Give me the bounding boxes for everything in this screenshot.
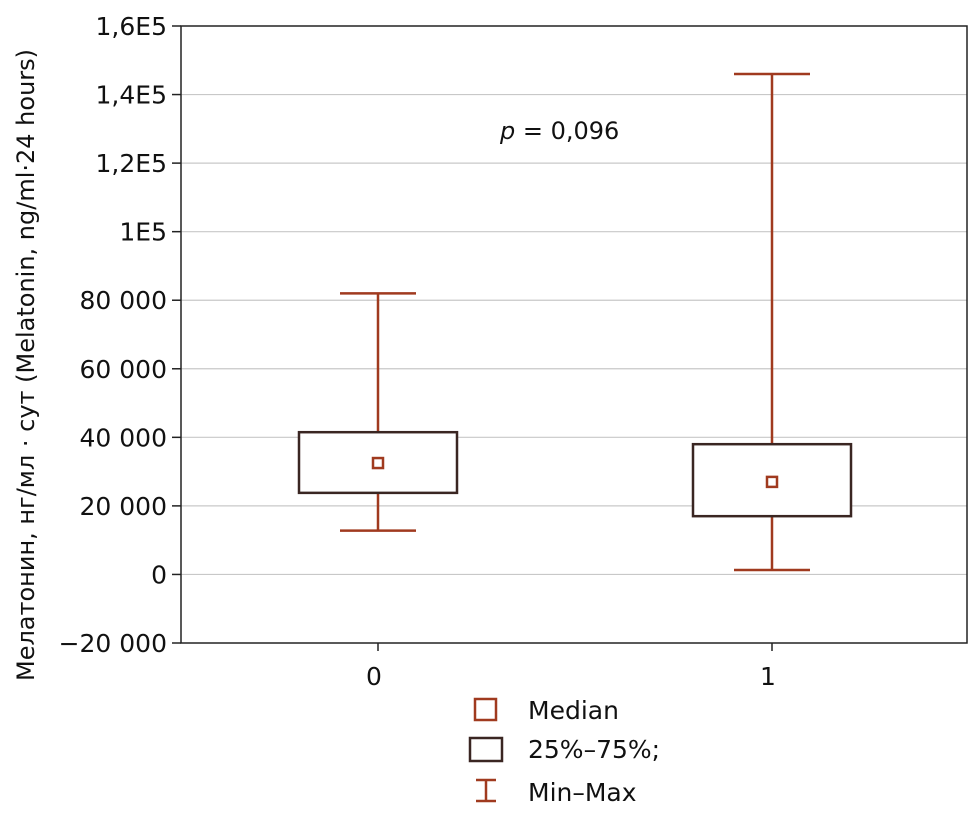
box-group-1 (691, 72, 853, 572)
median-marker (765, 475, 779, 489)
legend-item-median: Median (473, 696, 619, 725)
y-axis-ticks: −20 000 0 20 000 40 000 60 000 80 000 1E5 1,2E5… (59, 12, 181, 658)
median-marker (371, 456, 385, 470)
box-range-icon (468, 736, 504, 763)
legend-item-box: 25%–75%; (468, 735, 660, 764)
y-tick-label: 40 000 (80, 423, 167, 452)
y-tick-label: 20 000 (80, 492, 167, 521)
legend: Median 25%–75%; Min–Max (468, 696, 660, 807)
whisker-range-icon (476, 778, 496, 803)
plot-frame (180, 25, 968, 644)
box-series (297, 72, 853, 572)
box-group-0 (297, 292, 459, 532)
y-tick-label: −20 000 (59, 629, 167, 658)
y-tick-label: 80 000 (80, 286, 167, 315)
legend-label-median: Median (528, 696, 619, 725)
legend-label-box: 25%–75%; (528, 735, 660, 764)
y-tick-label: 1E5 (119, 218, 167, 247)
y-axis-title: Мелатонин, нг/мл · сут (Melatonin, ng/ml… (12, 49, 40, 681)
y-tick-label: 1,6E5 (96, 12, 167, 41)
p-value-annotation: p = 0,096 (499, 117, 619, 145)
x-tick-label: 1 (760, 662, 776, 691)
median-marker-icon (473, 697, 498, 722)
x-tick-label: 0 (366, 662, 382, 691)
y-tick-label: 0 (151, 560, 167, 589)
y-tick-label: 1,2E5 (96, 149, 167, 178)
y-tick-label: 60 000 (80, 355, 167, 384)
legend-item-whisker: Min–Max (476, 778, 637, 807)
y-tick-label: 1,4E5 (96, 81, 167, 110)
legend-label-whisker: Min–Max (528, 778, 637, 807)
